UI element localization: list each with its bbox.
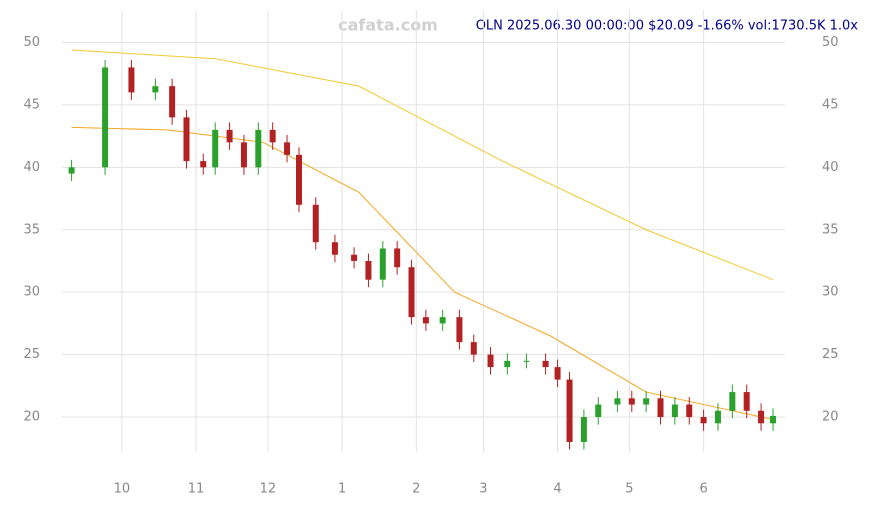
candle-body [523,360,530,362]
candle-body [351,254,358,261]
x-tick-label: 10 [114,482,131,497]
candle-body [331,242,338,255]
candle-body [504,360,511,368]
candle-body [128,67,135,93]
y-tick-label-right: 25 [822,347,839,362]
candle-body [743,392,750,411]
x-tick-label: 3 [479,482,487,497]
x-tick-label: 5 [625,482,633,497]
candle-body [554,367,561,380]
y-tick-label: 45 [23,97,40,112]
moving-average [71,49,774,281]
candle-body [729,392,736,411]
candle-body [169,86,176,118]
candle-body [68,167,75,174]
y-tick-label: 35 [23,222,40,237]
candle-body [212,129,219,168]
candle-body [255,129,262,168]
candle-body [365,260,372,280]
candle-body [394,248,401,268]
y-tick-label-right: 40 [822,160,839,175]
candle-body [628,398,635,405]
candle-body [487,354,494,368]
candle-body [408,267,415,318]
candle-body [312,204,319,243]
y-tick-label-right: 50 [822,35,839,50]
y-tick-label: 20 [23,410,40,425]
candle-body [226,129,233,143]
candle-body [671,404,678,418]
x-tick-label: 2 [412,482,420,497]
candle-body [700,417,707,424]
candle-body [240,142,247,168]
x-tick-label: 12 [260,482,277,497]
y-tick-label: 40 [23,160,40,175]
candle-body [296,154,303,205]
candle-body [542,360,549,368]
candle-body [456,317,463,343]
y-tick-label: 50 [23,35,40,50]
y-tick-label: 30 [23,285,40,300]
candle-body [422,317,429,324]
y-tick-label-right: 30 [822,285,839,300]
candle-body [614,398,621,405]
candle-body [714,410,721,424]
candle-body [643,398,650,405]
candle-body [758,410,765,424]
candle-body [200,161,207,168]
y-tick-label-right: 20 [822,410,839,425]
candle-body [183,117,190,162]
y-tick-label-right: 45 [822,97,839,112]
x-tick-label: 1 [338,482,346,497]
candle-body [566,379,573,443]
candle-body [686,404,693,418]
candle-body [657,398,664,418]
candle-body [284,142,291,155]
candle-body [269,129,276,143]
y-tick-label-right: 35 [822,222,839,237]
moving-average [71,126,774,421]
x-tick-label: 11 [188,482,205,497]
y-tick-label: 25 [23,347,40,362]
candle-body [152,86,159,93]
candle-body [470,342,477,355]
x-tick-label: 4 [553,482,561,497]
chart-title: OLN 2025.06.30 00:00:00 $20.09 -1.66% vo… [476,19,859,34]
candle-body [595,404,602,418]
candle-body [770,415,777,424]
candle-body [102,67,109,168]
candle-body [439,317,446,324]
x-tick-label: 6 [699,482,707,497]
candle-body [580,417,587,443]
candle-body [379,248,386,280]
watermark: cafata.com [338,16,438,35]
